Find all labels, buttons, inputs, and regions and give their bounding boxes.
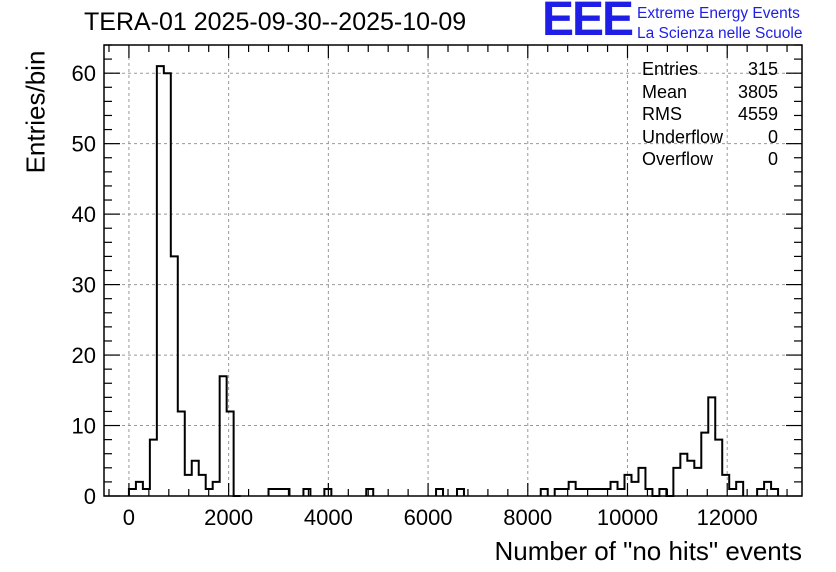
stat-row-entries: Entries 315 [636, 58, 782, 81]
histogram-step [267, 487, 291, 496]
histogram-step [302, 487, 312, 496]
y-tick-label: 20 [72, 343, 96, 368]
y-tick-label: 60 [72, 61, 96, 86]
histogram-step [756, 480, 780, 496]
y-tick-label: 10 [72, 414, 96, 439]
logo-line-1: Extreme Energy Events [637, 5, 800, 22]
tick-labels: 0 2000 4000 6000 8000 10000 12000 0 10 20 30 40 50 60 [72, 61, 758, 530]
histogram-step [365, 487, 375, 496]
y-tick-label: 30 [72, 273, 96, 298]
x-tick-label: 12000 [697, 505, 758, 530]
stat-name: Entries [642, 59, 699, 79]
x-tick-label: 2000 [204, 505, 253, 530]
histogram-step [127, 65, 241, 497]
stat-row-mean: Mean 3805 [636, 81, 782, 104]
stat-name: Mean [642, 81, 688, 102]
x-tick-label: 8000 [503, 505, 552, 530]
eee-logo-mark: EEE [542, 0, 634, 46]
stat-value: 0 [767, 126, 778, 147]
stat-value: 3805 [737, 81, 778, 102]
stat-row-overflow: Overflow 0 [636, 148, 782, 171]
stat-value: 315 [747, 59, 778, 79]
chart-title: TERA-01 2025-09-30--2025-10-09 [84, 8, 467, 36]
stat-name: Underflow [642, 126, 724, 147]
y-axis-label: Entries/bin [20, 50, 51, 174]
stats-box: Entries 315 Mean 3805 RMS 4559 Underflow… [636, 58, 782, 171]
y-tick-label: 0 [84, 484, 96, 509]
stat-name: Overflow [642, 149, 714, 169]
stat-name: RMS [642, 104, 682, 124]
histogram-step [455, 487, 465, 496]
x-axis-label: Number of "no hits" events [494, 536, 803, 566]
y-tick-label: 50 [72, 132, 96, 157]
x-tick-label: 0 [123, 505, 135, 530]
histogram-step [553, 396, 745, 497]
x-tick-label: 6000 [404, 505, 453, 530]
histogram-step [539, 487, 549, 496]
logo-line-2: La Scienza nelle Scuole [637, 25, 803, 42]
stat-row-rms: RMS 4559 [636, 103, 782, 126]
stat-value: 0 [767, 149, 778, 169]
stat-value: 4559 [737, 104, 778, 124]
x-tick-label: 4000 [304, 505, 353, 530]
eee-logo: EEE Extreme Energy Events La Scienza nel… [542, 0, 836, 46]
histogram-step [435, 487, 445, 496]
axis-ticks [104, 44, 802, 497]
x-tick-label: 10000 [597, 505, 658, 530]
grid-lines [104, 45, 802, 496]
y-tick-label: 40 [72, 202, 96, 227]
stat-row-underflow: Underflow 0 [636, 126, 782, 149]
